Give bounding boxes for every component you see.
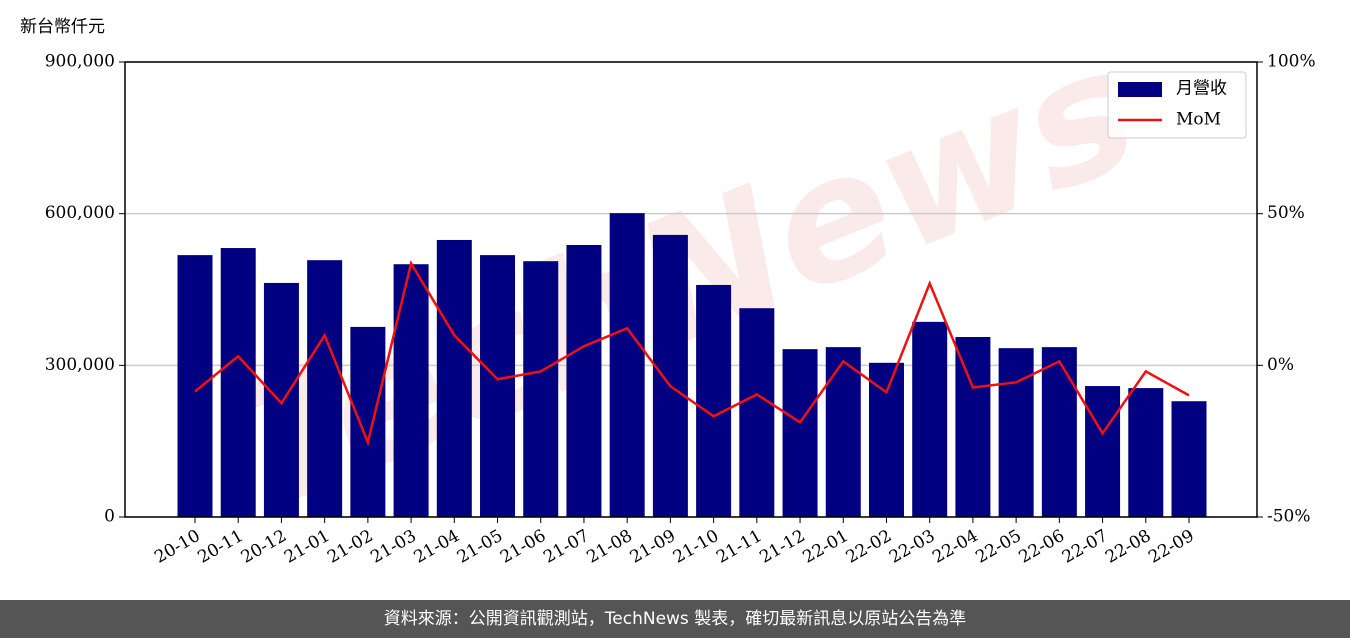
bar — [696, 284, 732, 517]
x-tick-label: 21-08 — [583, 526, 635, 568]
line — [194, 260, 1190, 447]
chart: 新台幣仟元 TechNews 0300,000600,000900,000-50… — [20, 10, 1316, 568]
legend-label: MoM — [1176, 110, 1221, 130]
bar — [480, 255, 516, 517]
bar — [436, 239, 472, 517]
x-tick-label: 21-05 — [454, 526, 506, 568]
x-tick-label: 21-03 — [367, 526, 419, 568]
bar — [825, 347, 861, 517]
bar — [998, 348, 1034, 517]
bar — [1128, 388, 1164, 517]
x-tick-label: 21-09 — [627, 526, 679, 568]
legend-label: 月營收 — [1176, 79, 1227, 99]
x-tick-label: 22-09 — [1145, 526, 1197, 568]
x-tick-label: 21-11 — [713, 526, 765, 568]
x-tick-label: 22-08 — [1102, 526, 1154, 568]
bar — [1171, 401, 1207, 517]
bar — [393, 264, 429, 517]
y2-tick-label: 0% — [1267, 355, 1294, 375]
legend-swatch — [1118, 82, 1162, 97]
x-tick-label: 22-05 — [972, 526, 1024, 568]
y-tick-label: 900,000 — [45, 52, 115, 72]
bar — [955, 337, 991, 517]
x-tick-label: 22-02 — [843, 526, 895, 568]
x-tick-label: 22-04 — [929, 526, 981, 568]
bar — [868, 362, 904, 517]
x-tick-label: 21-04 — [411, 526, 463, 568]
x-tick-label: 22-03 — [886, 526, 938, 568]
bar — [739, 308, 775, 517]
x-tick-label: 21-10 — [670, 526, 722, 568]
plot-frame — [124, 61, 1258, 518]
bar — [307, 260, 343, 517]
bar — [263, 282, 299, 517]
bar — [350, 326, 386, 517]
x-tick-label: 21-06 — [497, 526, 549, 568]
bar — [609, 213, 645, 517]
y2-tick-label: 50% — [1267, 203, 1305, 223]
y-tick-label: 0 — [104, 507, 115, 527]
bar — [566, 245, 602, 517]
x-tick-label: 22-06 — [1016, 526, 1068, 568]
x-tick-label: 21-07 — [540, 526, 592, 568]
bar — [782, 349, 818, 517]
x-tick-label: 20-12 — [238, 526, 290, 568]
x-tick-label: 21-12 — [756, 526, 808, 568]
bar — [220, 248, 256, 518]
bar — [652, 234, 688, 517]
y2-tick-label: -50% — [1267, 507, 1311, 527]
x-tick-label: 20-11 — [195, 526, 247, 568]
footer: 資料來源：公開資訊觀測站，TechNews 製表，確切最新訊息以原站公告為準 — [0, 600, 1350, 638]
x-tick-label: 21-02 — [324, 526, 376, 568]
y-tick-label: 300,000 — [45, 355, 115, 375]
x-tick-label: 20-10 — [151, 526, 203, 568]
x-tick-label: 22-01 — [800, 526, 852, 568]
bar — [912, 321, 948, 517]
bar — [523, 261, 559, 517]
bar — [177, 255, 213, 517]
bar — [1085, 386, 1121, 517]
bar — [1041, 347, 1077, 517]
y-tick-label: 600,000 — [45, 203, 115, 223]
y2-tick-label: 100% — [1267, 52, 1316, 72]
y-axis-label: 新台幣仟元 — [20, 17, 105, 37]
x-tick-label: 22-07 — [1059, 526, 1111, 568]
